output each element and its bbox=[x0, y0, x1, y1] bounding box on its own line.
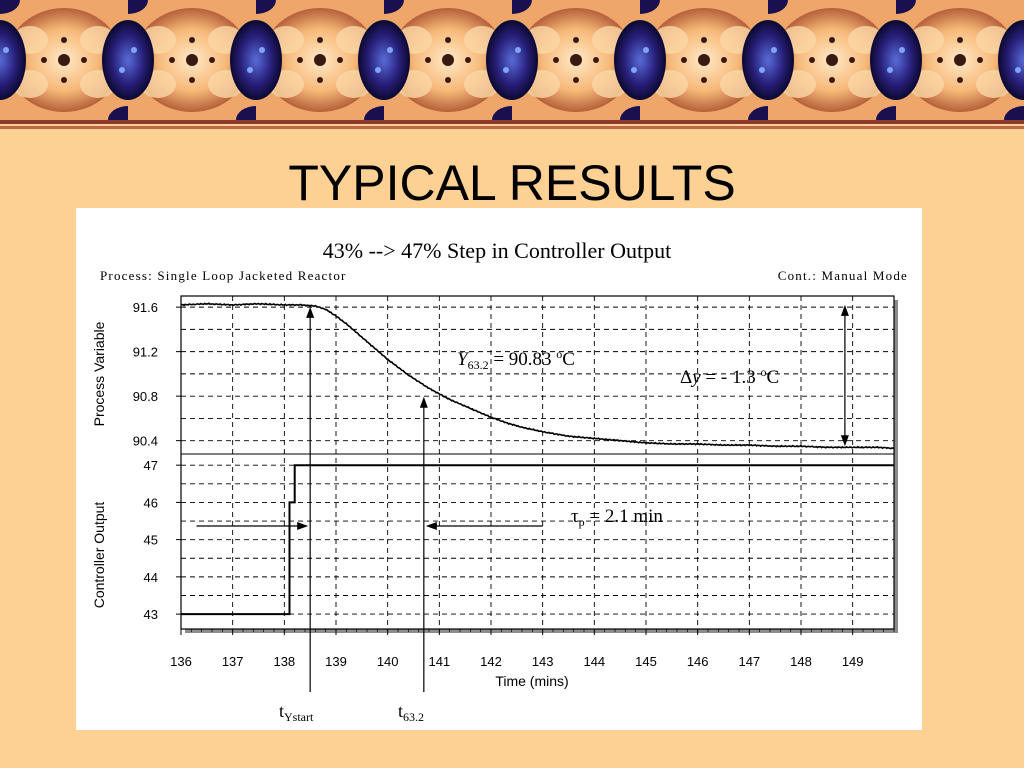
banner-rule-dark bbox=[0, 120, 1024, 124]
y-tick-label-pv: 90.4 bbox=[133, 434, 158, 449]
chart-subtitle-left: Process: Single Loop Jacketed Reactor bbox=[100, 268, 347, 283]
t632-label: t63.2 bbox=[398, 701, 424, 724]
pv-axis-label: Process Variable bbox=[91, 321, 107, 426]
delta-y-degree: o bbox=[760, 365, 766, 379]
pv-series-line bbox=[180, 302, 895, 450]
x-tick-label: 142 bbox=[480, 654, 502, 669]
x-tick-labels: 136 137 138 139 140 141 142 143 144 145 146 147 148 1… bbox=[170, 654, 863, 669]
delta-y-value: = - 1.3 bbox=[701, 367, 761, 388]
y632-subscript: 63.2 bbox=[468, 358, 489, 372]
step-response-chart: 43% --> 47% Step in Controller Output Pr… bbox=[91, 238, 908, 724]
x-tick-label: 136 bbox=[170, 654, 192, 669]
y-tick-label-pv: 91.6 bbox=[133, 300, 158, 315]
fractal-banner bbox=[0, 0, 1024, 120]
delta-symbol: Δ bbox=[680, 367, 692, 388]
y-tick-label-co: 45 bbox=[144, 533, 158, 548]
grid-lines bbox=[181, 296, 894, 629]
tau-subscript: p bbox=[579, 515, 585, 529]
t632-arrowhead bbox=[419, 396, 428, 408]
x-tick-label: 140 bbox=[377, 654, 399, 669]
co-series-line bbox=[181, 464, 894, 616]
delta-y-arrowhead-top bbox=[840, 304, 849, 316]
tau-p-annotation: τp = 2.1 min bbox=[571, 506, 663, 529]
x-tick-label: 145 bbox=[635, 654, 657, 669]
x-tick-label: 143 bbox=[532, 654, 554, 669]
y632-degree: o bbox=[556, 347, 562, 361]
y-tick-label-co: 47 bbox=[144, 458, 158, 473]
chart-figure: 43% --> 47% Step in Controller Output Pr… bbox=[76, 208, 922, 730]
chart-subtitle-right: Cont.: Manual Mode bbox=[778, 268, 908, 283]
slide-title: TYPICAL RESULTS bbox=[288, 155, 736, 211]
y-tick-label-co: 43 bbox=[144, 607, 158, 622]
x-tick-label: 147 bbox=[738, 654, 760, 669]
x-tick-label: 137 bbox=[222, 654, 244, 669]
y-tick-label-pv: 90.8 bbox=[133, 389, 158, 404]
plot-area bbox=[180, 295, 895, 630]
tau-value: = 2.1 min bbox=[585, 506, 664, 527]
t-ystart-sub: Ystart bbox=[284, 710, 314, 724]
x-tick-label: 148 bbox=[790, 654, 812, 669]
y-tick-label-co: 44 bbox=[144, 570, 158, 585]
x-tick-label: 144 bbox=[583, 654, 605, 669]
tau-left-arrowhead bbox=[425, 522, 437, 530]
t-ystart-label: tYstart bbox=[279, 701, 314, 724]
banner-rule-light bbox=[0, 126, 1024, 129]
x-tick-label: 149 bbox=[842, 654, 864, 669]
x-tick-label: 138 bbox=[273, 654, 295, 669]
t632-sub: 63.2 bbox=[403, 710, 424, 724]
chart-title: 43% --> 47% Step in Controller Output bbox=[323, 238, 671, 263]
y-tick-label-pv: 91.2 bbox=[133, 345, 158, 360]
x-tick-label: 141 bbox=[428, 654, 450, 669]
t-ystart-arrowhead bbox=[306, 306, 315, 318]
y632-symbol: Y bbox=[457, 349, 470, 370]
y-tick-labels: 91.6 91.2 90.8 90.4 47 46 45 44 43 bbox=[133, 300, 158, 622]
t632-t: t bbox=[398, 701, 403, 721]
delta-y-annotation: Δy = - 1.3 oC bbox=[680, 365, 779, 388]
co-axis-label: Controller Output bbox=[91, 502, 107, 609]
axis-ticks bbox=[176, 306, 895, 635]
y632-value: = 90.83 bbox=[489, 349, 557, 370]
y632-unit: C bbox=[562, 349, 575, 370]
annotation-markers bbox=[196, 304, 849, 692]
tau-right-arrowhead bbox=[297, 522, 309, 530]
tau-symbol: τ bbox=[571, 506, 579, 527]
x-axis-label: Time (mins) bbox=[495, 673, 568, 689]
delta-y-var: y bbox=[690, 367, 701, 388]
t-ystart-t: t bbox=[279, 701, 284, 721]
x-tick-label: 146 bbox=[687, 654, 709, 669]
x-tick-label: 139 bbox=[325, 654, 347, 669]
delta-y-unit: C bbox=[766, 367, 779, 388]
y-tick-label-co: 46 bbox=[144, 495, 158, 510]
y632-annotation: Y63.2 = 90.83 oC bbox=[457, 347, 575, 372]
delta-y-arrowhead-bottom bbox=[840, 435, 849, 447]
